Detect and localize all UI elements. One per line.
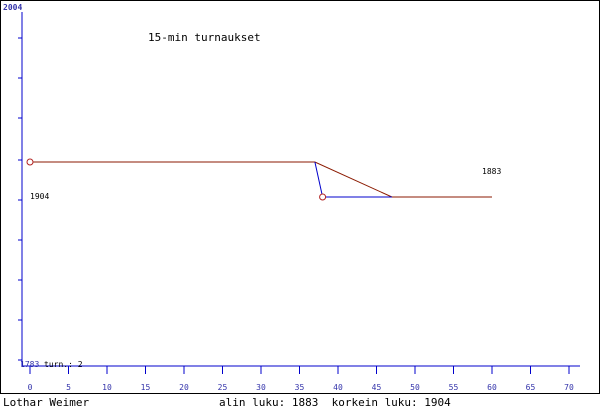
y-bottom-label: 1783: [20, 360, 39, 369]
data-point-1: [319, 193, 327, 201]
x-tick-label-5: 5: [66, 383, 71, 392]
x-tick-label-65: 65: [526, 383, 536, 392]
end-value-label: 1883: [482, 167, 501, 176]
x-tick-label-35: 35: [295, 383, 305, 392]
series-line-0: [30, 161, 492, 198]
ticks-layer: 0 5 10 15 20 25 30 35 40 45 50 55 60 65 70: [18, 37, 574, 392]
games-count-label: turn.: 2: [44, 360, 83, 369]
x-tick-label-15: 15: [141, 383, 151, 392]
player-name: Lothar Weimer: [3, 396, 89, 409]
x-tick-label-70: 70: [564, 383, 574, 392]
chart-title: 15-min turnaukset: [148, 31, 261, 44]
y-top-label: 2004: [3, 3, 22, 12]
x-tick-label-20: 20: [179, 383, 189, 392]
rating-range-label: alin luku: 1883 korkein luku: 1904: [219, 396, 451, 409]
x-tick-label-45: 45: [372, 383, 382, 392]
x-tick-label-0: 0: [28, 383, 33, 392]
data-point-0: [26, 158, 34, 166]
x-tick-label-10: 10: [102, 383, 112, 392]
x-tick-label-25: 25: [218, 383, 228, 392]
x-tick-label-55: 55: [449, 383, 459, 392]
markers-layer: [26, 158, 327, 201]
x-tick-label-60: 60: [487, 383, 497, 392]
x-tick-label-40: 40: [333, 383, 343, 392]
x-tick-label-50: 50: [410, 383, 420, 392]
axes-layer: [21, 12, 580, 367]
x-tick-label-30: 30: [256, 383, 266, 392]
start-value-label: 1904: [30, 192, 49, 201]
